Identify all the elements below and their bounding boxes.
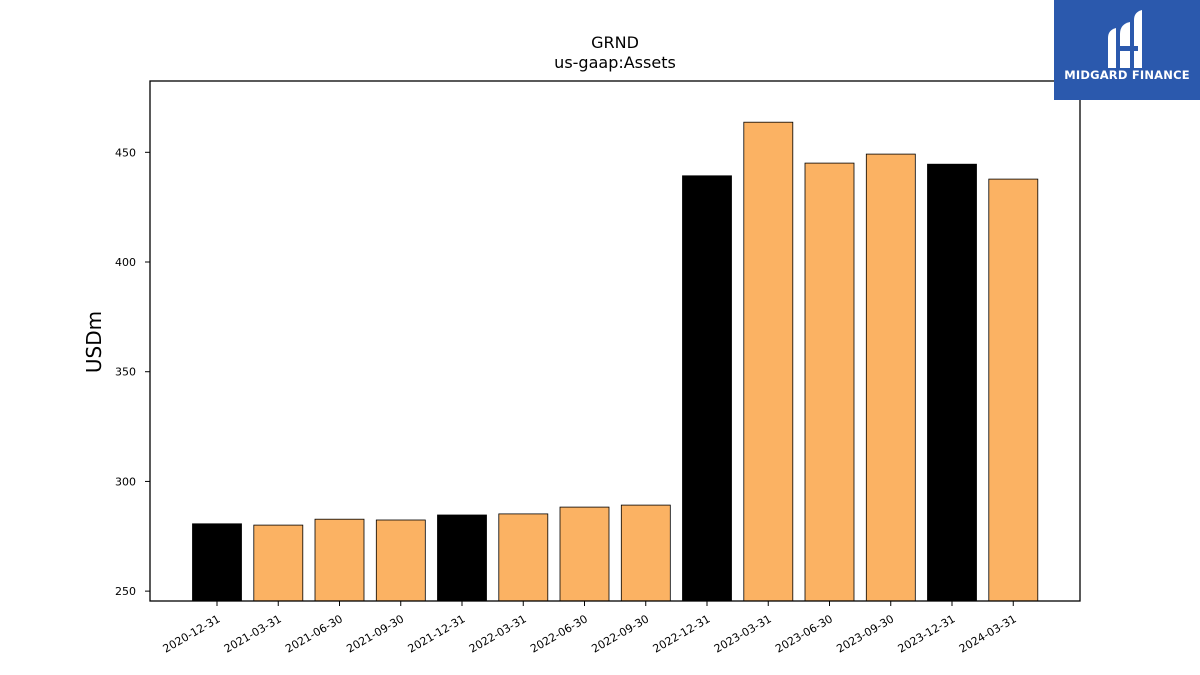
x-tick-label: 2020-12-31 [161, 612, 223, 655]
bar-2022-03-31 [498, 513, 549, 602]
brand-name: MIDGARD FINANCE [1064, 68, 1190, 82]
bar-2022-12-31 [682, 175, 732, 602]
y-tick-label: 400 [115, 256, 136, 269]
x-tick-label: 2021-12-31 [406, 612, 468, 655]
x-tick-label: 2022-09-30 [589, 612, 651, 655]
x-tick-label: 2022-06-30 [528, 612, 590, 655]
bar-2023-12-31 [927, 163, 977, 602]
x-tick-label: 2023-12-31 [896, 612, 958, 655]
bar-2021-09-30 [375, 519, 426, 602]
x-tick-label: 2023-06-30 [773, 612, 835, 655]
x-tick-label: 2021-09-30 [344, 612, 406, 655]
bar-2023-09-30 [865, 153, 916, 602]
y-tick-label: 250 [115, 585, 136, 598]
logo-mark-icon [1108, 10, 1142, 68]
y-tick-label: 300 [115, 475, 136, 488]
bar-2024-03-31 [988, 178, 1039, 602]
bar-2022-06-30 [559, 506, 610, 602]
y-tick-label: 450 [115, 146, 136, 159]
bar-2021-03-31 [253, 524, 304, 602]
bar-2023-03-31 [743, 121, 794, 602]
bar-2020-12-31 [192, 523, 242, 602]
x-axis: 2020-12-31 2021-03-31 2021-06-30 2021-09-30… [161, 601, 1019, 656]
bar-2023-06-30 [804, 162, 855, 602]
bar-2021-06-30 [314, 518, 365, 602]
brand-logo: MIDGARD FINANCE [1054, 0, 1200, 100]
x-tick-label: 2022-03-31 [467, 612, 529, 655]
bar-2021-12-31 [437, 514, 487, 602]
plot-frame [149, 80, 1081, 602]
bars-group [192, 121, 1039, 602]
x-tick-label: 2024-03-31 [957, 612, 1019, 655]
chart-subtitle: us-gaap:Assets [554, 53, 676, 72]
x-tick-label: 2021-03-31 [222, 612, 284, 655]
x-tick-label: 2023-03-31 [712, 612, 774, 655]
y-tick-label: 350 [115, 366, 136, 379]
y-axis: 250 300 350 400 450 [115, 146, 150, 598]
x-tick-label: 2021-06-30 [283, 612, 345, 655]
y-axis-label: USDm [82, 311, 106, 373]
x-tick-label: 2022-12-31 [651, 612, 713, 655]
x-tick-label: 2023-09-30 [834, 612, 896, 655]
bar-2022-09-30 [620, 504, 671, 602]
chart-title: GRND [591, 33, 639, 52]
